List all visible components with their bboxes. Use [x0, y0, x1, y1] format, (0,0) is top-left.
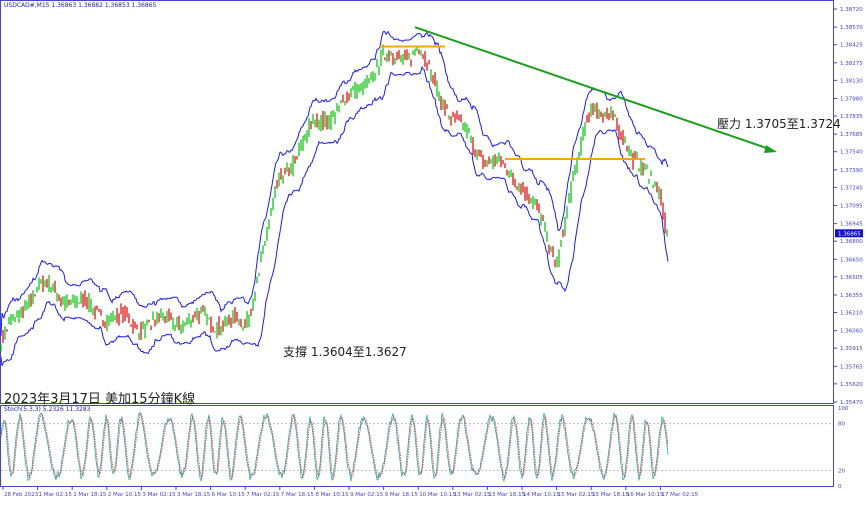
y-tick-label: 1.37980 [840, 96, 863, 102]
y-tick-label: 1.37245 [840, 185, 863, 191]
y-tick-label: 1.38275 [840, 61, 863, 67]
x-tick-label: 7 Mar 02:15 [246, 492, 280, 498]
current-price-marker [835, 229, 863, 238]
resistance-label: 壓力 1.3705至1.3724 [717, 117, 841, 131]
x-tick-label: 15 Mar 02:15 [558, 492, 595, 498]
chart-title: 2023年3月17日 美加15分鐘K線 [4, 392, 196, 407]
y-tick-label: 1.36945 [840, 222, 863, 228]
y-tick-label: 1.36060 [840, 329, 863, 335]
y-tick-label: 1.37390 [840, 168, 863, 174]
y-tick-label: 1.37685 [840, 132, 863, 138]
x-tick-label: 3 Mar 18:15 [177, 492, 211, 498]
main-pane-frame [0, 0, 834, 404]
x-tick-label: 28 Feb 2023 [4, 492, 39, 498]
x-tick-label: 8 Mar 10:15 [315, 492, 349, 498]
x-tick-label: 1 Mar 02:15 [39, 492, 73, 498]
y-tick-label: 1.38720 [840, 7, 863, 13]
y-tick-label: 1.35470 [840, 400, 863, 406]
resistance-trendline [414, 26, 771, 151]
stoch-main-line [0, 411, 669, 483]
x-tick-label: 10 Mar 10:15 [419, 492, 456, 498]
x-tick-label: 14 Mar 10:15 [523, 492, 560, 498]
y-tick-label: 1.37095 [840, 204, 863, 210]
lower-band-line [0, 65, 669, 366]
current-price-label: 1.36865 [838, 231, 861, 237]
y-tick-label: 1.35765 [840, 364, 863, 370]
x-tick-label: 2 Mar 10:15 [108, 492, 142, 498]
y-tick-label: 1.36650 [840, 257, 863, 263]
x-tick-label: 6 Mar 10:15 [212, 492, 246, 498]
x-tick-label: 7 Mar 18:15 [281, 492, 315, 498]
y-tick-label: 1.38425 [840, 43, 863, 49]
x-tick-label: 13 Mar 18:15 [488, 492, 525, 498]
stoch-tick-label: 0 [838, 484, 842, 490]
y-tick-label: 1.35620 [840, 382, 863, 388]
support-label: 支撐 1.3604至1.3627 [283, 345, 407, 359]
stoch-tick-label: 100 [838, 406, 849, 412]
x-tick-label: 9 Mar 18:15 [385, 492, 419, 498]
y-tick-label: 1.36355 [840, 293, 863, 299]
stoch-tick-label: 80 [838, 422, 845, 428]
stoch-label: Stoch(5,3,3) 5.2326 11.3283 [4, 406, 91, 413]
y-tick-label: 1.38570 [840, 25, 863, 31]
y-tick-label: 1.38130 [840, 78, 863, 84]
x-tick-label: 13 Mar 02:15 [454, 492, 491, 498]
x-tick-label: 9 Mar 02:15 [350, 492, 384, 498]
stoch-signal-line [0, 412, 669, 480]
y-tick-label: 1.36800 [840, 239, 863, 245]
x-tick-label: 1 Mar 18:15 [73, 492, 107, 498]
y-tick-label: 1.35915 [840, 346, 863, 352]
y-tick-label: 1.36505 [840, 275, 863, 281]
trendline-arrowhead [764, 145, 777, 153]
x-tick-label: 3 Mar 02:15 [142, 492, 176, 498]
symbol-info: USDCAD#,M15 1.36863 1.36882 1.36853 1.36… [4, 2, 157, 9]
y-tick-label: 1.37540 [840, 150, 863, 156]
x-tick-label: 15 Mar 18:15 [592, 492, 629, 498]
stoch-tick-label: 20 [838, 468, 845, 474]
y-tick-label: 1.37835 [840, 114, 863, 120]
upper-band-line [0, 30, 669, 336]
x-tick-label: 17 Mar 02:15 [661, 492, 698, 498]
y-tick-label: 1.36210 [840, 311, 863, 317]
x-tick-label: 16 Mar 10:15 [627, 492, 664, 498]
